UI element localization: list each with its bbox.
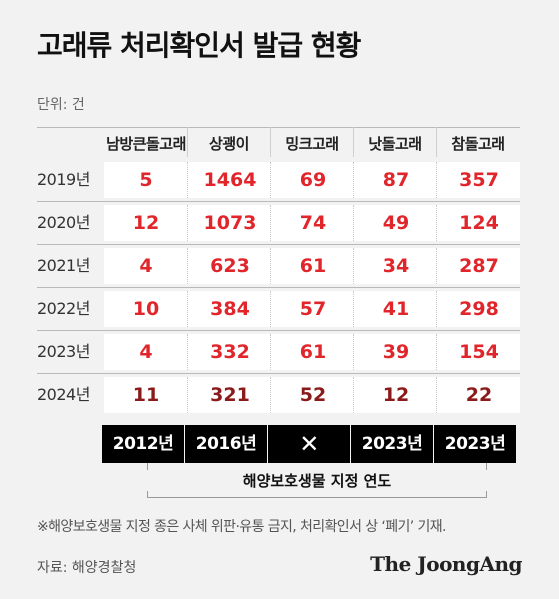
- header-separator: [436, 127, 437, 157]
- table-cell: 384: [187, 291, 272, 327]
- table-row: 4 623 61 34 287: [104, 248, 520, 284]
- row-year-label: 2021년: [37, 256, 90, 275]
- not-designated-badge: ✕: [268, 425, 350, 463]
- row-divider: [37, 287, 520, 288]
- table-cell: 11: [132, 384, 160, 406]
- row-year-label: 2023년: [37, 342, 90, 361]
- table-cell: 623: [187, 248, 272, 284]
- column-header: 참돌고래: [451, 135, 505, 153]
- header-separator: [270, 127, 271, 157]
- footnote: ※해양보호생물 지정 종은 사체 위판·유통 금지, 처리확인서 상 ‘폐기’ …: [37, 519, 446, 535]
- designation-year-badge: 2023년: [351, 425, 433, 463]
- table-cell: 321: [187, 377, 272, 413]
- row-divider: [37, 373, 520, 374]
- row-year-label: 2022년: [37, 299, 90, 318]
- table-cell: 4: [139, 341, 153, 363]
- table-cell: 4: [139, 255, 153, 277]
- row-year-label: 2024년: [37, 385, 90, 404]
- table-cell: 61: [270, 334, 355, 370]
- table-row: 4 332 61 39 154: [104, 334, 520, 370]
- row-divider: [37, 330, 520, 331]
- designation-year-badge: 2016년: [185, 425, 267, 463]
- table-cell: 57: [270, 291, 355, 327]
- brand-logo: The JoongAng: [370, 552, 522, 576]
- table-cell: 69: [270, 162, 355, 198]
- column-header: 남방큰돌고래: [106, 135, 186, 153]
- row-divider: [37, 244, 520, 245]
- row-divider: [37, 201, 520, 202]
- table-cell: 332: [187, 334, 272, 370]
- column-header: 낫돌고래: [368, 135, 422, 153]
- unit-label: 단위: 건: [37, 97, 85, 113]
- table-cell: 12: [353, 377, 438, 413]
- header-separator: [187, 127, 188, 157]
- table-cell: 34: [353, 248, 438, 284]
- table-cell: 124: [436, 205, 521, 241]
- table-cell: 22: [436, 377, 521, 413]
- table-cell: 74: [270, 205, 355, 241]
- column-header: 밍크고래: [285, 135, 339, 153]
- table-row: 10 384 57 41 298: [104, 291, 520, 327]
- table-cell: 52: [270, 377, 355, 413]
- table-row: 11 321 52 12 22: [104, 377, 520, 413]
- column-header: 상괭이: [209, 135, 249, 153]
- table-cell: 154: [436, 334, 521, 370]
- row-year-label: 2019년: [37, 170, 90, 189]
- designation-year-badge: 2023년: [434, 425, 516, 463]
- designation-label: 해양보호생물 지정 연도: [147, 470, 487, 491]
- table-cell: 12: [132, 212, 160, 234]
- table-cell: 298: [436, 291, 521, 327]
- designation-year-badge: 2012년: [102, 425, 184, 463]
- source-label: 자료: 해양경찰청: [37, 560, 137, 576]
- table-cell: 357: [436, 162, 521, 198]
- table-cell: 39: [353, 334, 438, 370]
- table-cell: 41: [353, 291, 438, 327]
- table-cell: 10: [132, 298, 160, 320]
- chart-title: 고래류 처리확인서 발급 현황: [37, 29, 361, 62]
- table-cell: 87: [353, 162, 438, 198]
- table-cell: 1073: [187, 205, 272, 241]
- table-cell: 1464: [187, 162, 272, 198]
- row-year-label: 2020년: [37, 213, 90, 232]
- header-separator: [353, 127, 354, 157]
- table-cell: 49: [353, 205, 438, 241]
- header-top-rule: [37, 127, 520, 128]
- table-cell: 5: [139, 169, 153, 191]
- table-row: 5 1464 69 87 357: [104, 162, 520, 198]
- table-cell: 287: [436, 248, 521, 284]
- table-cell: 61: [270, 248, 355, 284]
- table-row: 12 1073 74 49 124: [104, 205, 520, 241]
